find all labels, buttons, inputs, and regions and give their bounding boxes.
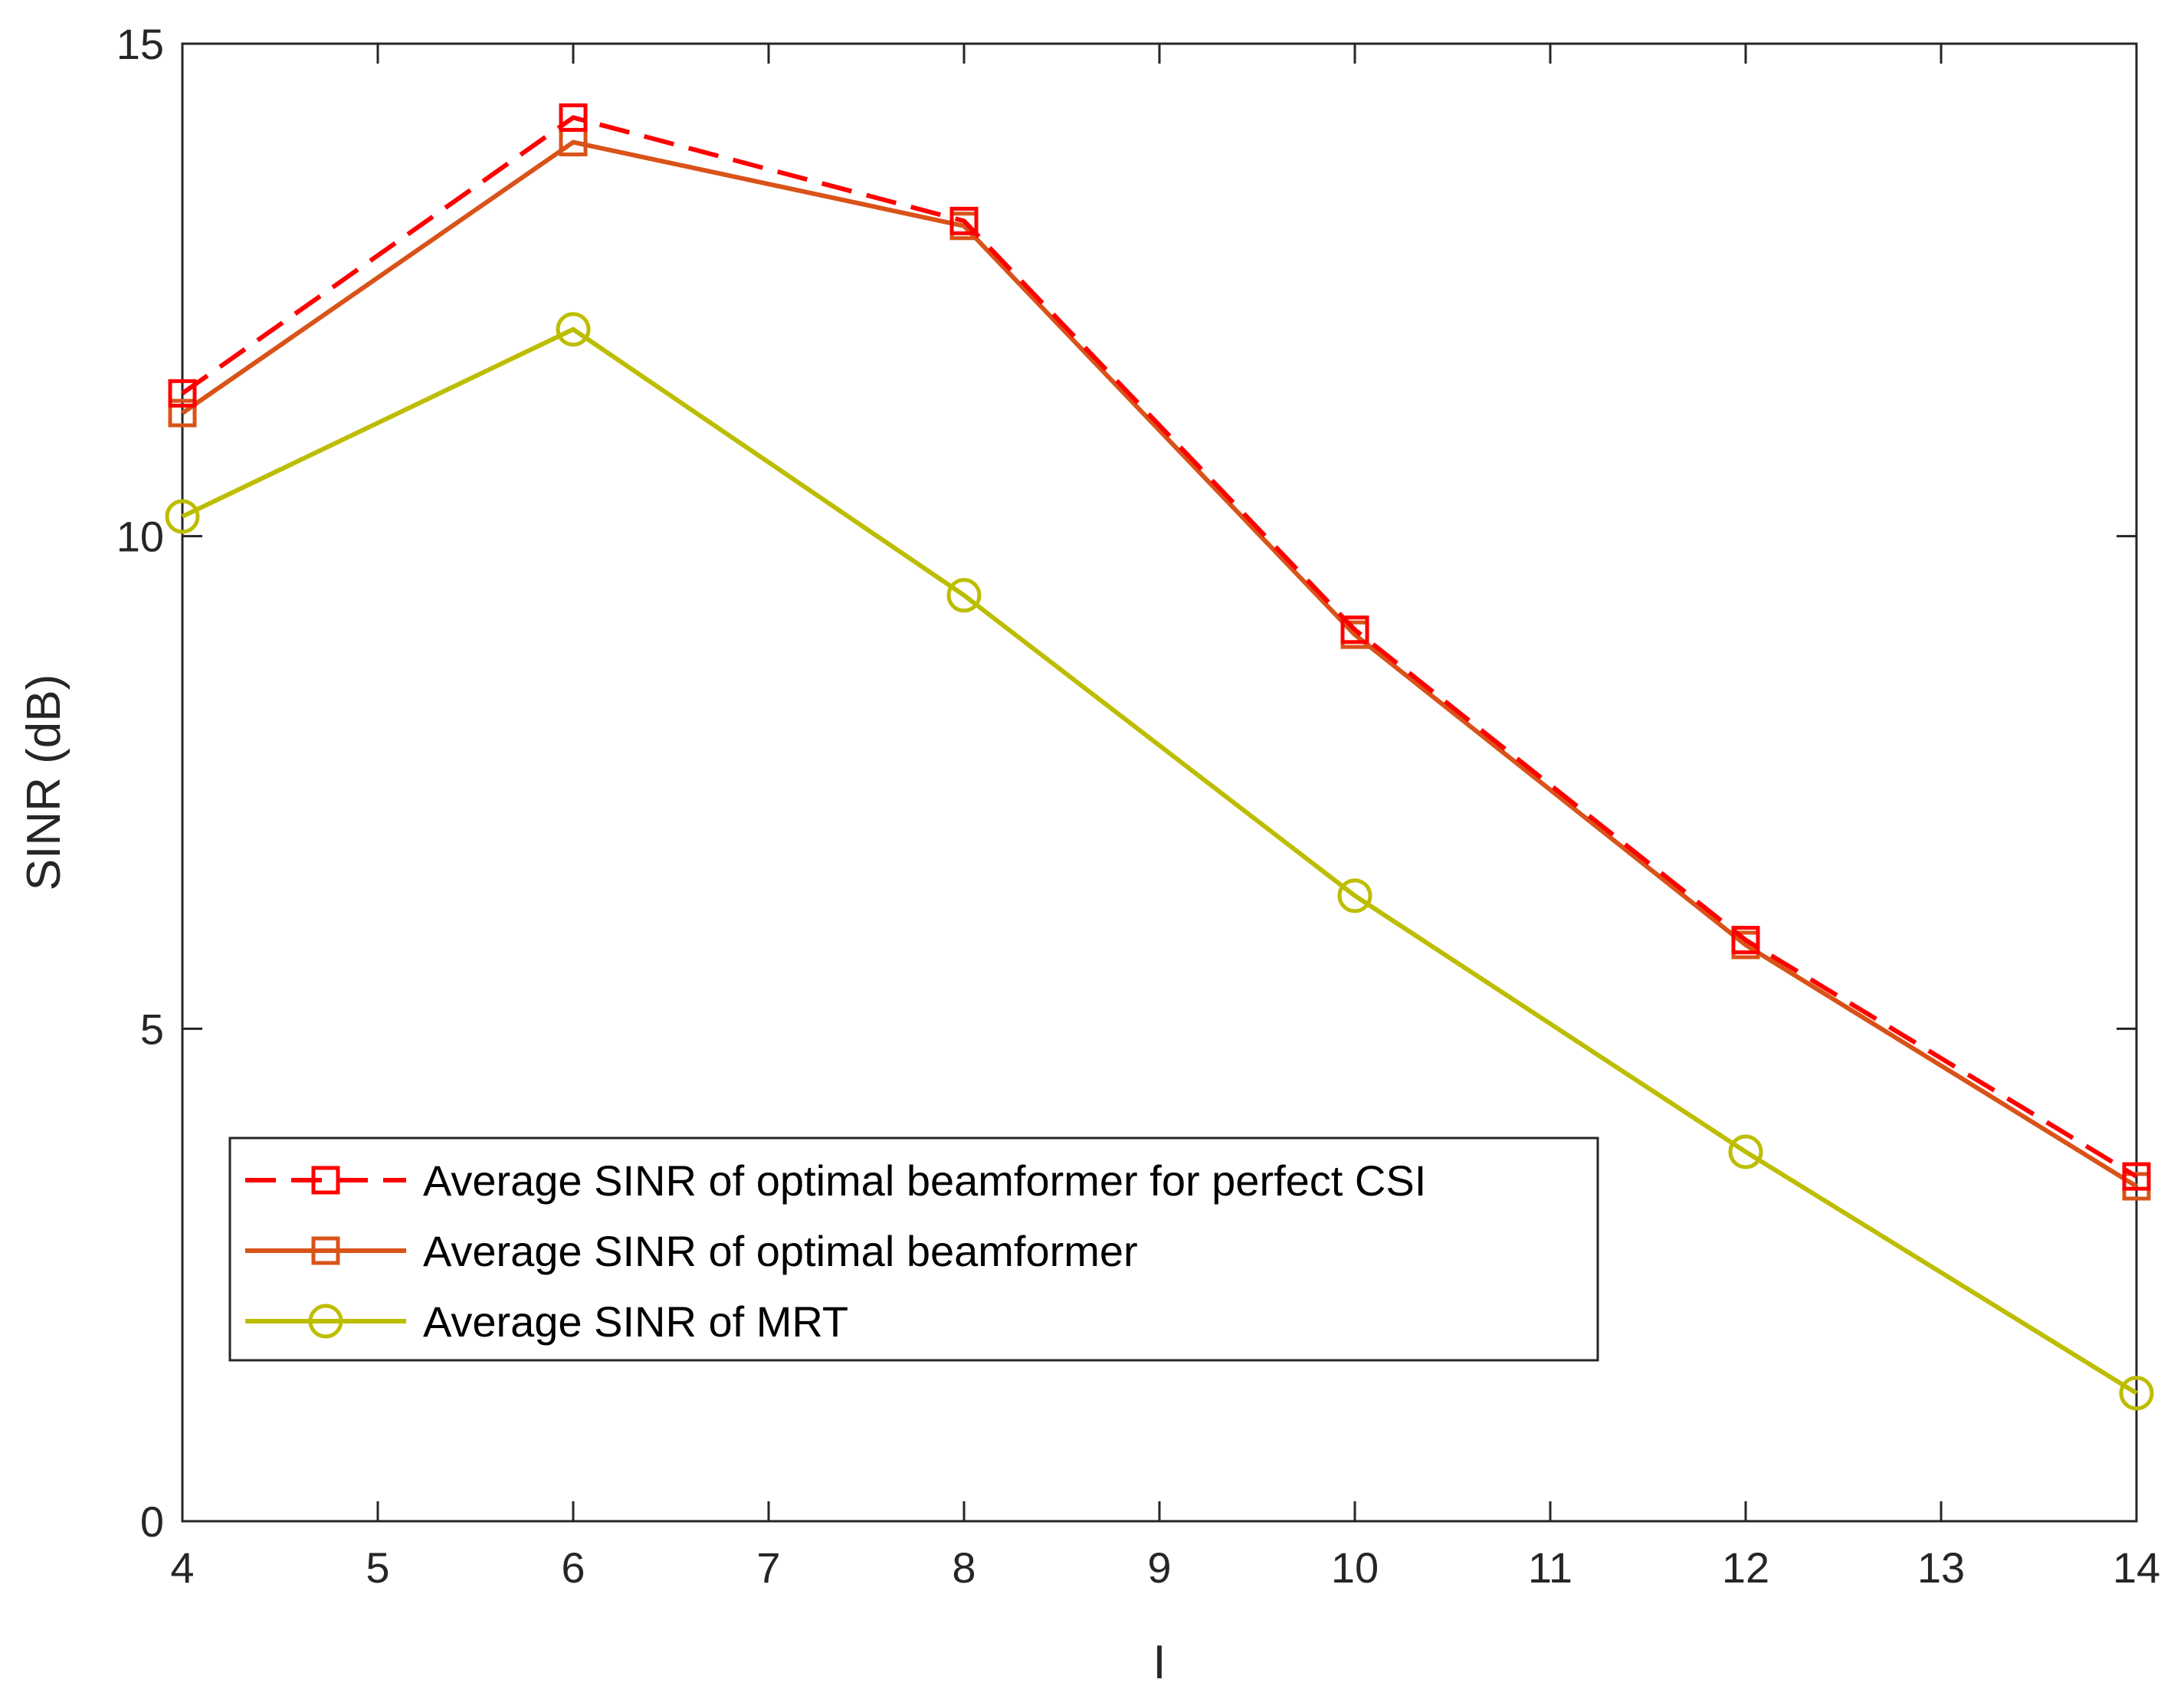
legend-label: Average SINR of MRT bbox=[423, 1297, 848, 1346]
data-point-marker bbox=[1731, 926, 1760, 955]
legend-marker bbox=[308, 1304, 343, 1339]
series-1 bbox=[168, 103, 2151, 1191]
data-point-marker bbox=[168, 379, 197, 408]
y-tick-label: 5 bbox=[140, 1005, 164, 1053]
legend-entry: Average SINR of optimal beamformer bbox=[245, 1227, 1138, 1275]
x-tick-label: 14 bbox=[2113, 1543, 2160, 1592]
x-tick-label: 6 bbox=[561, 1543, 585, 1592]
x-tick-label: 11 bbox=[1528, 1543, 1572, 1592]
series-3 bbox=[165, 312, 2154, 1411]
x-tick-label: 5 bbox=[366, 1543, 389, 1592]
series-line bbox=[181, 115, 2138, 1179]
data-point-marker bbox=[946, 578, 982, 613]
data-point-marker bbox=[1728, 1134, 1763, 1169]
series-2 bbox=[168, 128, 2151, 1201]
data-point-marker bbox=[1340, 615, 1369, 645]
legend: Average SINR of optimal beamformer for p… bbox=[228, 1136, 1599, 1362]
x-tick-label: 4 bbox=[170, 1543, 194, 1592]
x-tick-label: 8 bbox=[952, 1543, 976, 1592]
data-point-marker bbox=[949, 206, 979, 235]
y-axis-title: SINR (dB) bbox=[18, 674, 71, 890]
data-point-marker bbox=[165, 499, 200, 534]
x-axis-title: I bbox=[1153, 1636, 1166, 1689]
legend-entry: Average SINR of MRT bbox=[245, 1297, 848, 1346]
legend-entry: Average SINR of optimal beamformer for p… bbox=[245, 1156, 1426, 1205]
x-tick-label: 9 bbox=[1147, 1543, 1171, 1592]
legend-marker bbox=[311, 1166, 340, 1195]
data-point-marker bbox=[2122, 1162, 2151, 1191]
x-tick-label: 7 bbox=[756, 1543, 780, 1592]
legend-marker bbox=[311, 1236, 340, 1265]
data-point-marker bbox=[1337, 878, 1372, 913]
y-tick-label: 0 bbox=[140, 1497, 164, 1546]
series-layer bbox=[165, 103, 2154, 1411]
x-tick-label: 13 bbox=[1917, 1543, 1965, 1592]
y-tick-label: 15 bbox=[116, 20, 164, 68]
legend-box bbox=[228, 1136, 1599, 1362]
data-point-marker bbox=[168, 399, 197, 428]
x-tick-label: 10 bbox=[1331, 1543, 1379, 1592]
series-line bbox=[181, 139, 2138, 1189]
data-point-marker bbox=[556, 312, 591, 347]
axes-layer: 4 5 6 7 8 9 10 11 12 13 14 0 5 10 15 bbox=[116, 20, 2160, 1592]
legend-label: Average SINR of optimal beamformer for p… bbox=[423, 1156, 1426, 1205]
data-point-marker bbox=[2119, 1376, 2154, 1411]
data-point-marker bbox=[559, 103, 588, 132]
legend-label: Average SINR of optimal beamformer bbox=[423, 1227, 1138, 1275]
y-tick-label: 10 bbox=[116, 513, 164, 561]
x-tick-label: 12 bbox=[1722, 1543, 1769, 1592]
series-line bbox=[181, 326, 2138, 1396]
